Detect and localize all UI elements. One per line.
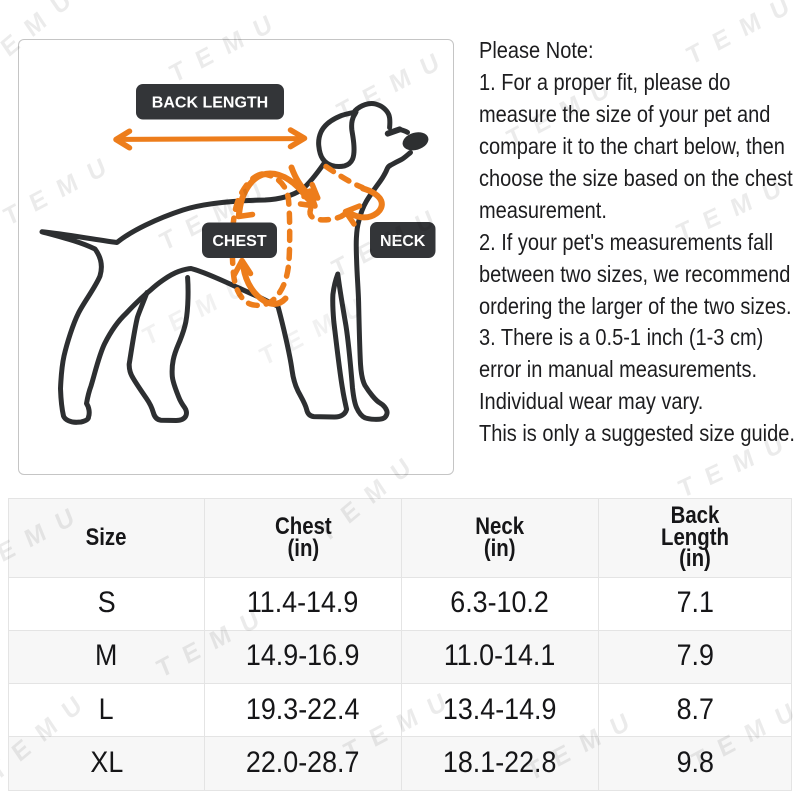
svg-text:NECK: NECK bbox=[380, 233, 426, 250]
svg-text:BACK LENGTH: BACK LENGTH bbox=[151, 94, 267, 111]
svg-text:CHEST: CHEST bbox=[212, 233, 266, 250]
